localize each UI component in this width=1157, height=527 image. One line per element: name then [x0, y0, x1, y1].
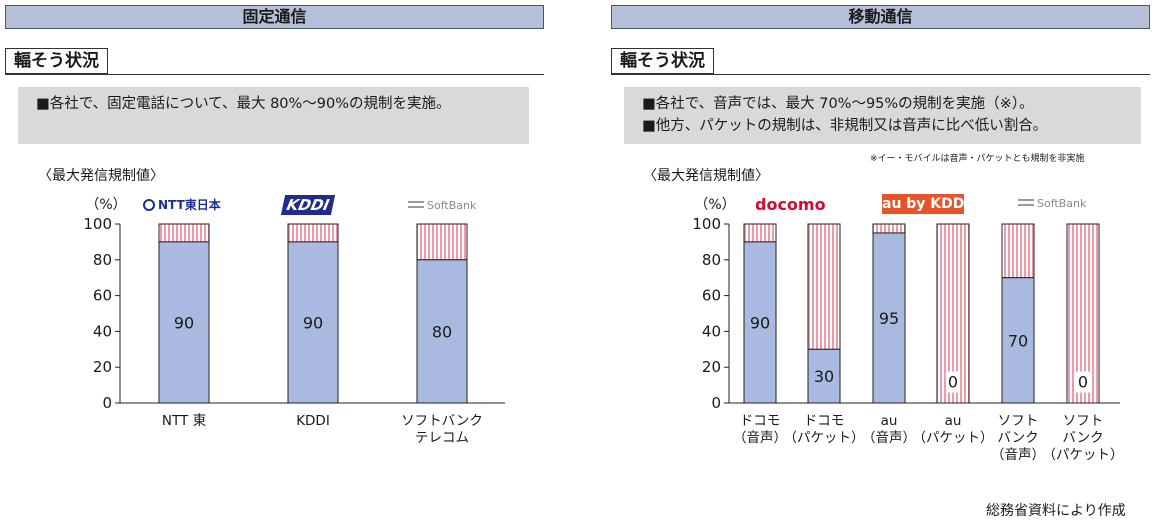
mobile-category-label: （音声） [862, 429, 916, 446]
ntt-east-logo: NTT東日本 [143, 196, 221, 213]
mobile-bar-value [1001, 277, 1035, 404]
mobile-bar-value [743, 241, 777, 404]
mobile-panel-header: 移動通信 [611, 5, 1150, 29]
mobile-status-tag: 輻そう状況 [611, 48, 714, 74]
fixed-bar-restricted [416, 223, 468, 261]
au-logo: au by KDDI [882, 194, 970, 214]
mobile-data-label-bg [1075, 371, 1091, 393]
mobile-data-label-bg [945, 371, 961, 393]
fixed-data-label: 80 [432, 322, 452, 341]
mobile-bar-value [807, 348, 841, 404]
fixed-bar-restricted [158, 223, 210, 243]
fixed-panel-header: 固定通信 [5, 5, 544, 29]
fixed-bar-value [416, 259, 468, 404]
mobile-category-label: （パケット） [1043, 447, 1124, 463]
mobile-category-label: au [945, 413, 962, 429]
mobile-ytick-label: 100 [692, 215, 721, 233]
mobile-bar-restricted [872, 223, 906, 234]
fixed-note-box: ■各社で、固定電話について、最大 80%〜90%の規制を実施。 [18, 87, 529, 144]
mobile-ytick-label: 20 [702, 358, 721, 376]
mobile-bar-value [872, 232, 906, 404]
mobile-category-label: （音声） [991, 446, 1045, 463]
mobile-footnote: ※イー・モバイルは音声・パケットとも規制を非実施 [870, 154, 1085, 164]
ntt-ring-icon [143, 199, 155, 211]
mobile-data-label: 0 [1078, 373, 1088, 392]
fixed-status-tag: 輻そう状況 [5, 48, 108, 74]
source-note: 総務省資料により作成 [986, 503, 1126, 519]
softbank-logo: SoftBank [408, 199, 476, 212]
ntt-logo-text: NTT東日本 [158, 198, 221, 212]
softbank-logo-text: SoftBank [427, 199, 477, 212]
mobile-bar-restricted [1001, 223, 1035, 279]
fixed-category-label: テレコム [415, 430, 469, 446]
mobile-category-label: （パケット） [784, 430, 865, 446]
mobile-category-label: au [881, 413, 898, 429]
mobile-bar-restricted [743, 223, 777, 243]
mobile-category-label: ソフト [998, 413, 1039, 429]
fixed-bar-value [287, 241, 339, 404]
mobile-ytick-label: 0 [711, 394, 721, 412]
mobile-ytick-label: 60 [702, 287, 721, 305]
fixed-ytick-label: 100 [83, 215, 112, 233]
fixed-chart-subtitle: 〈最大発信規制値〉 [38, 168, 164, 184]
mobile-note-line-1: ■各社で、音声では、最大 70%〜95%の規制を実施（※）。 [642, 96, 1034, 112]
fixed-category-label: KDDI [296, 413, 330, 429]
mobile-category-label: （音声） [733, 429, 787, 446]
mobile-bar-restricted [807, 223, 841, 350]
fixed-data-label: 90 [303, 313, 323, 332]
mobile-note-line-2: ■他方、パケットの規制は、非規制又は音声に比べ低い割合。 [642, 118, 1048, 134]
fixed-bar-restricted [287, 223, 339, 243]
softbank-mobile-logo-text: SoftBank [1037, 197, 1087, 210]
fixed-data-label: 90 [174, 313, 194, 332]
mobile-chart-subtitle: 〈最大発信規制値〉 [643, 168, 769, 184]
mobile-status-divider [611, 74, 1150, 75]
fixed-bar-value [158, 241, 210, 404]
fixed-ytick-label: 80 [93, 251, 112, 269]
mobile-ytick-label: 40 [702, 322, 721, 340]
mobile-data-label: 70 [1008, 331, 1028, 350]
mobile-ytick-label: 80 [702, 251, 721, 269]
fixed-ytick-label: 0 [102, 394, 112, 412]
mobile-category-label: ドコモ [740, 413, 781, 429]
mobile-data-label: 0 [948, 373, 958, 392]
fixed-category-label: NTT 東 [162, 413, 206, 429]
fixed-status-divider [5, 74, 544, 75]
mobile-category-label: バンク [1062, 430, 1103, 446]
fixed-ytick-label: 60 [93, 287, 112, 305]
mobile-category-label: ドコモ [804, 413, 845, 429]
softbank-mobile-logo: SoftBank [1018, 197, 1086, 210]
fixed-note-line: ■各社で、固定電話について、最大 80%〜90%の規制を実施。 [36, 96, 451, 112]
softbank-mobile-bars-icon [1018, 199, 1034, 206]
mobile-data-label: 90 [750, 313, 770, 332]
mobile-unit-label: （%） [694, 197, 735, 213]
fixed-category-label: ソフトバンク [401, 413, 483, 429]
softbank-bars-icon [408, 201, 424, 208]
mobile-note-box: ■各社で、音声では、最大 70%〜95%の規制を実施（※）。 ■他方、パケットの… [624, 87, 1141, 144]
mobile-category-label: ソフト [1063, 413, 1104, 429]
mobile-data-label: 30 [814, 367, 834, 386]
fixed-unit-label: （%） [85, 197, 126, 213]
docomo-logo: docomo [755, 195, 826, 214]
mobile-category-label: バンク [997, 430, 1038, 446]
fixed-ytick-label: 40 [93, 322, 112, 340]
fixed-ytick-label: 20 [93, 358, 112, 376]
mobile-data-label: 95 [879, 309, 899, 328]
mobile-category-label: （パケット） [913, 430, 994, 446]
